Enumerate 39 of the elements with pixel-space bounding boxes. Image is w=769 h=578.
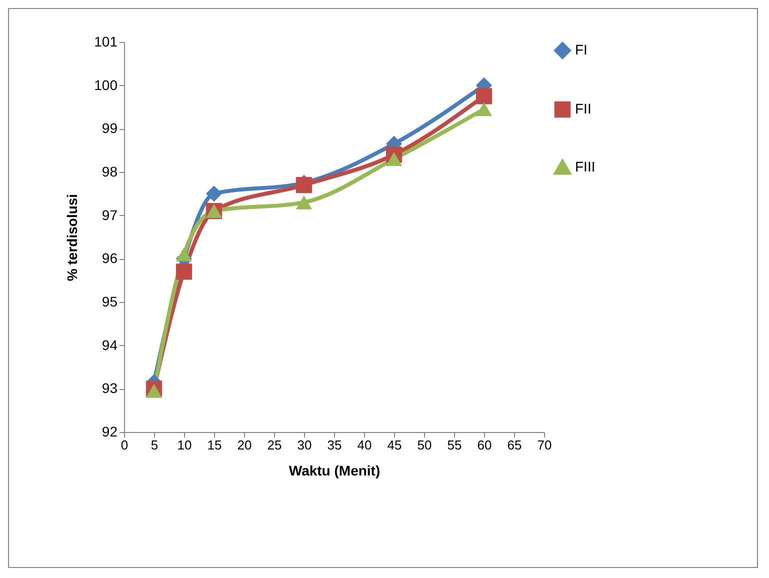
point xyxy=(146,384,162,398)
y-axis-title: % terdisolusi xyxy=(64,194,80,282)
legend-label: FIII xyxy=(575,158,596,174)
y-tick-label: 97 xyxy=(102,206,118,223)
point xyxy=(296,176,312,194)
x-tick-label: 30 xyxy=(297,438,312,452)
y-tick-label: 100 xyxy=(94,76,118,93)
x-tick-label: 20 xyxy=(237,438,252,452)
y-tick-label: 101 xyxy=(94,34,118,50)
y-tick-label: 93 xyxy=(102,380,118,396)
x-tick-label: 0 xyxy=(120,438,128,452)
x-tick-label: 50 xyxy=(417,438,432,452)
y-tick-label: 96 xyxy=(102,250,118,266)
x-tick-label: 70 xyxy=(537,438,552,452)
x-tick-label: 25 xyxy=(267,438,282,452)
x-axis-title: Waktu (Menit) xyxy=(288,462,380,478)
legend-label: FI xyxy=(575,42,588,58)
y-tick-label: 95 xyxy=(102,294,118,310)
x-tick-label: 45 xyxy=(387,438,402,452)
x-tick-label: 10 xyxy=(177,438,192,452)
point xyxy=(206,186,222,202)
x-tick-label: 15 xyxy=(207,438,222,452)
point xyxy=(296,195,312,210)
x-tick-label: 40 xyxy=(357,438,372,452)
point xyxy=(386,152,402,166)
x-tick-label: 5 xyxy=(150,438,158,452)
x-tick-label: 35 xyxy=(327,438,342,452)
y-tick-label: 94 xyxy=(102,336,118,353)
point xyxy=(476,88,492,104)
legend-label: FII xyxy=(575,100,592,116)
x-tick-label: 55 xyxy=(447,438,462,452)
point xyxy=(176,247,192,262)
x-tick-label: 60 xyxy=(477,438,492,452)
y-tick-label: 99 xyxy=(102,120,118,136)
point xyxy=(476,102,492,116)
point xyxy=(176,264,192,280)
y-tick-label: 98 xyxy=(102,164,118,180)
y-tick-label: 92 xyxy=(102,424,118,440)
x-tick-label: 65 xyxy=(507,438,522,452)
